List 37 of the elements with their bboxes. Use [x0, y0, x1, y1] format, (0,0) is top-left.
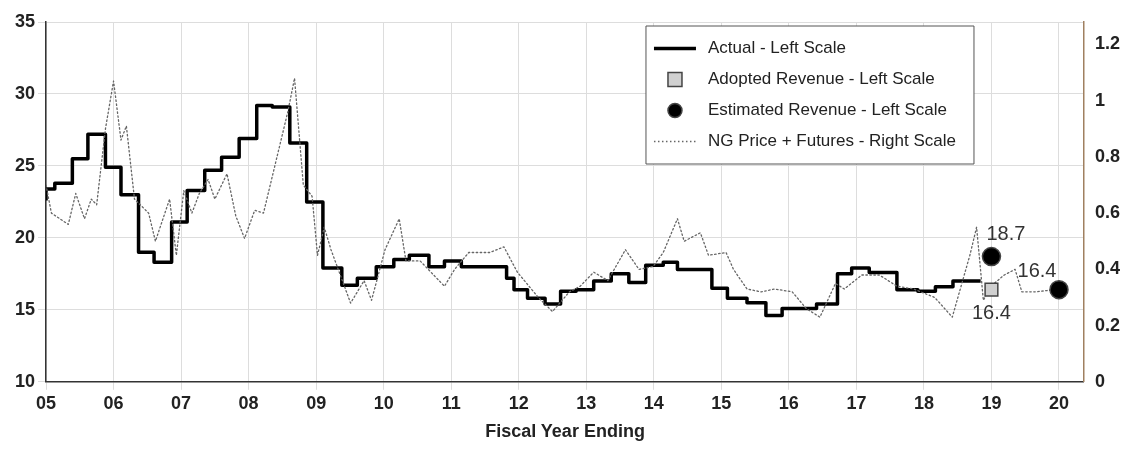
x-tick-label: 16 [778, 392, 799, 413]
x-axis-title: Fiscal Year Ending [485, 421, 645, 442]
x-tick-label: 09 [306, 392, 327, 413]
x-tick-label: 15 [711, 392, 732, 413]
x-tick-label: 11 [441, 392, 461, 413]
legend-label: Adopted Revenue - Left Scale [707, 69, 935, 89]
y2-tick-label: 1 [1094, 89, 1105, 110]
x-tick-label: 14 [643, 392, 664, 413]
y2-tick-label: 0.6 [1094, 202, 1121, 223]
x-tick-label: 08 [238, 392, 259, 413]
legend-label: Actual - Left Scale [707, 38, 846, 58]
x-tick-label: 19 [981, 392, 1002, 413]
y2-tick-label: 0.8 [1094, 145, 1121, 166]
legend-label: NG Price + Futures - Right Scale [707, 131, 956, 151]
y2-tick-label: 1.2 [1094, 33, 1121, 54]
y-tick-label: 10 [14, 370, 36, 391]
data-label: 18.7 [986, 222, 1026, 245]
y2-tick-label: 0.2 [1094, 314, 1121, 335]
y-tick-label: 25 [14, 154, 36, 175]
y2-tick-label: 0 [1094, 370, 1105, 391]
y2-tick-label: 0.4 [1094, 258, 1121, 279]
data-label: 16.4 [971, 301, 1011, 324]
x-tick-label: 10 [373, 392, 394, 413]
x-tick-label: 17 [846, 392, 867, 413]
x-tick-label: 13 [576, 392, 597, 413]
y-tick-label: 15 [14, 298, 36, 319]
y-tick-label: 30 [14, 82, 36, 103]
x-tick-label: 07 [171, 392, 192, 413]
legend-label: Estimated Revenue - Left Scale [707, 100, 948, 120]
data-label: 16.4 [1017, 259, 1057, 282]
x-tick-label: 05 [36, 392, 57, 413]
x-tick-label: 06 [103, 392, 124, 413]
y-tick-label: 20 [14, 226, 36, 247]
x-tick-label: 12 [508, 392, 529, 413]
x-tick-label: 18 [913, 392, 934, 413]
x-tick-label: 20 [1048, 392, 1070, 413]
y-tick-label: 35 [14, 10, 36, 31]
